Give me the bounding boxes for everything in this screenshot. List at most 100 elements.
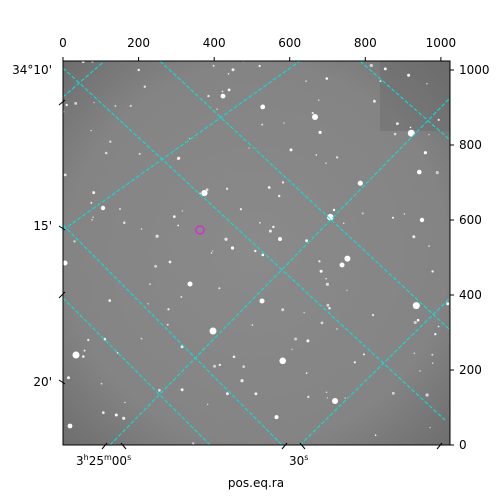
star [305, 372, 308, 374]
star [396, 122, 399, 125]
star [65, 103, 68, 107]
star [274, 415, 279, 420]
star [407, 73, 411, 77]
grid-line [63, 224, 283, 445]
top-tick-600: 600 [278, 36, 301, 50]
star [306, 339, 310, 343]
star [90, 201, 93, 204]
star [240, 379, 244, 383]
star [431, 362, 434, 365]
star [147, 303, 149, 305]
star [254, 392, 258, 396]
star [158, 388, 161, 392]
star [446, 302, 450, 306]
star [192, 442, 195, 445]
star [93, 101, 95, 104]
star [180, 388, 184, 392]
star [361, 212, 364, 215]
star [327, 213, 334, 221]
star [188, 137, 191, 140]
coordinate-grid [63, 61, 450, 445]
star [92, 216, 94, 218]
star [218, 363, 221, 367]
right-tick-1000: 1000 [459, 63, 490, 77]
star [83, 349, 86, 352]
star [417, 169, 422, 175]
star [326, 397, 328, 399]
star [104, 151, 108, 155]
star [431, 353, 434, 356]
right-tick-800: 800 [459, 138, 482, 152]
star [419, 370, 421, 372]
star [119, 208, 121, 210]
star-field [63, 61, 450, 445]
star [307, 395, 310, 399]
right-tick-600: 600 [459, 213, 482, 227]
star [207, 403, 209, 406]
star [232, 355, 236, 359]
target-marker [195, 225, 205, 235]
star [226, 392, 229, 396]
sky-image [63, 61, 450, 445]
star [261, 123, 264, 126]
right-ascension-axis: 3h25m00s 30s pos.eq.ra [76, 442, 443, 490]
star [180, 296, 183, 298]
star [268, 229, 272, 233]
star [319, 269, 323, 273]
star [248, 147, 250, 149]
star [205, 188, 209, 192]
star [317, 99, 320, 101]
star [332, 208, 336, 212]
star [154, 264, 158, 268]
star [283, 122, 285, 124]
star [91, 218, 93, 221]
star [429, 426, 431, 429]
star [416, 318, 420, 322]
star [227, 88, 231, 92]
star [122, 416, 126, 420]
star [199, 192, 201, 195]
star [230, 246, 235, 250]
star [328, 307, 331, 310]
star [318, 260, 321, 263]
star [379, 80, 382, 83]
ra-tick-3h25m00s: 3h25m00s [76, 453, 131, 468]
star [140, 337, 143, 340]
star [143, 85, 146, 88]
ra-tick-30s: 30s [289, 453, 308, 468]
star [423, 151, 427, 155]
right-tick-200: 200 [459, 363, 482, 377]
star [272, 225, 275, 229]
star [251, 324, 254, 326]
star [353, 361, 356, 364]
star [231, 68, 235, 72]
star [210, 252, 213, 254]
star [335, 156, 339, 159]
star [101, 411, 105, 414]
star [391, 391, 395, 395]
star [428, 245, 430, 247]
star [409, 126, 412, 129]
star [67, 376, 70, 380]
top-tick-1000: 1000 [426, 36, 457, 50]
star [437, 118, 440, 121]
bright-star [72, 351, 80, 359]
star [344, 255, 351, 262]
star [168, 260, 172, 264]
star [114, 413, 118, 417]
declination-axis: 34°10' 15' 20' [12, 63, 66, 389]
star [218, 287, 221, 290]
star [239, 208, 242, 211]
star [221, 90, 224, 93]
star [100, 382, 103, 385]
bright-star [187, 281, 193, 287]
star [325, 277, 327, 280]
bright-star [278, 237, 282, 241]
star [212, 250, 214, 252]
star [220, 93, 226, 99]
star [426, 82, 428, 85]
star [392, 216, 394, 219]
star [261, 253, 265, 257]
bright-star [332, 398, 338, 404]
